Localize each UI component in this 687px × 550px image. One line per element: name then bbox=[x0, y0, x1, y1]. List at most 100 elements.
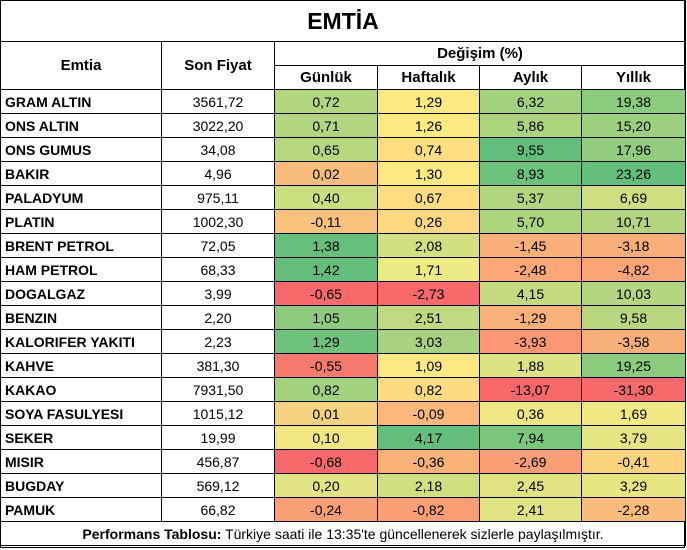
weekly-change-cell: 4,17 bbox=[377, 425, 480, 450]
commodity-name: HAM PETROL bbox=[0, 257, 162, 282]
monthly-change-cell: 8,93 bbox=[479, 161, 582, 186]
yearly-change-cell: -2,28 bbox=[581, 497, 686, 522]
daily-change-cell: -0,55 bbox=[274, 353, 378, 378]
daily-change-cell: 0,40 bbox=[274, 185, 378, 210]
commodity-name: KAKAO bbox=[0, 377, 162, 402]
monthly-change-cell: 4,15 bbox=[479, 281, 582, 306]
monthly-change-cell: 6,32 bbox=[479, 89, 582, 114]
table-row: PALADYUM 975,11 0,40 0,67 5,37 6,69 bbox=[0, 185, 686, 210]
daily-change-cell: 1,05 bbox=[274, 305, 378, 330]
commodity-name: PLATIN bbox=[0, 209, 162, 234]
last-price-cell: 381,30 bbox=[161, 353, 275, 378]
yearly-change-cell: 10,71 bbox=[581, 209, 686, 234]
table-row: KAKAO 7931,50 0,82 0,82 -13,07 -31,30 bbox=[0, 377, 686, 402]
yearly-change-cell: 3,79 bbox=[581, 425, 686, 450]
last-price-cell: 72,05 bbox=[161, 233, 275, 258]
yearly-change-cell: 6,69 bbox=[581, 185, 686, 210]
monthly-change-cell: 7,94 bbox=[479, 425, 582, 450]
weekly-change-cell: 0,74 bbox=[377, 137, 480, 162]
daily-change-cell: 0,01 bbox=[274, 401, 378, 426]
daily-change-cell: 1,42 bbox=[274, 257, 378, 282]
table-row: BENZIN 2,20 1,05 2,51 -1,29 9,58 bbox=[0, 305, 686, 330]
commodity-name: BENZIN bbox=[0, 305, 162, 330]
table-row: KAHVE 381,30 -0,55 1,09 1,88 19,25 bbox=[0, 353, 686, 378]
last-price-cell: 4,96 bbox=[161, 161, 275, 186]
daily-change-cell: 1,29 bbox=[274, 329, 378, 354]
daily-change-cell: 0,20 bbox=[274, 473, 378, 498]
weekly-change-cell: 3,03 bbox=[377, 329, 480, 354]
table-row: BAKIR 4,96 0,02 1,30 8,93 23,26 bbox=[0, 161, 686, 186]
last-price-cell: 1015,12 bbox=[161, 401, 275, 426]
monthly-change-cell: -3,93 bbox=[479, 329, 582, 354]
weekly-change-cell: 2,18 bbox=[377, 473, 480, 498]
daily-change-cell: 0,72 bbox=[274, 89, 378, 114]
weekly-change-cell: 1,29 bbox=[377, 89, 480, 114]
table-row: BRENT PETROL 72,05 1,38 2,08 -1,45 -3,18 bbox=[0, 233, 686, 258]
commodity-name: SOYA FASULYESI bbox=[0, 401, 162, 426]
table-row: HAM PETROL 68,33 1,42 1,71 -2,48 -4,82 bbox=[0, 257, 686, 282]
last-price-cell: 7931,50 bbox=[161, 377, 275, 402]
commodity-name: BRENT PETROL bbox=[0, 233, 162, 258]
table-row: DOGALGAZ 3,99 -0,65 -2,73 4,15 10,03 bbox=[0, 281, 686, 306]
weekly-change-cell: 0,82 bbox=[377, 377, 480, 402]
daily-change-cell: 0,65 bbox=[274, 137, 378, 162]
header-daily: Günlük bbox=[274, 65, 378, 90]
commodity-name: ONS ALTIN bbox=[0, 113, 162, 138]
commodity-name: KALORIFER YAKITI bbox=[0, 329, 162, 354]
table-row: SOYA FASULYESI 1015,12 0,01 -0,09 0,36 1,69 bbox=[0, 401, 686, 426]
weekly-change-cell: 2,08 bbox=[377, 233, 480, 258]
weekly-change-cell: 1,26 bbox=[377, 113, 480, 138]
table-row: BUGDAY 569,12 0,20 2,18 2,45 3,29 bbox=[0, 473, 686, 498]
footer-label: Performans Tablosu: bbox=[82, 525, 222, 542]
header-yearly: Yıllık bbox=[581, 65, 686, 90]
table-row: MISIR 456,87 -0,68 -0,36 -2,69 -0,41 bbox=[0, 449, 686, 474]
yearly-change-cell: 19,38 bbox=[581, 89, 686, 114]
weekly-change-cell: -0,82 bbox=[377, 497, 480, 522]
footer-note: Performans Tablosu: Türkiye saati ile 13… bbox=[0, 521, 686, 546]
commodity-name: GRAM ALTIN bbox=[0, 89, 162, 114]
monthly-change-cell: 5,37 bbox=[479, 185, 582, 210]
last-price-cell: 1002,30 bbox=[161, 209, 275, 234]
last-price-cell: 19,99 bbox=[161, 425, 275, 450]
last-price-cell: 66,82 bbox=[161, 497, 275, 522]
daily-change-cell: -0,68 bbox=[274, 449, 378, 474]
last-price-cell: 2,20 bbox=[161, 305, 275, 330]
header-change-group: Değişim (%) bbox=[274, 41, 686, 66]
weekly-change-cell: 1,71 bbox=[377, 257, 480, 282]
commodity-name: SEKER bbox=[0, 425, 162, 450]
monthly-change-cell: -2,48 bbox=[479, 257, 582, 282]
header-last-price: Son Fiyat bbox=[161, 41, 275, 90]
weekly-change-cell: -0,36 bbox=[377, 449, 480, 474]
yearly-change-cell: -4,82 bbox=[581, 257, 686, 282]
monthly-change-cell: 9,55 bbox=[479, 137, 582, 162]
weekly-change-cell: 1,09 bbox=[377, 353, 480, 378]
yearly-change-cell: 1,69 bbox=[581, 401, 686, 426]
monthly-change-cell: -1,29 bbox=[479, 305, 582, 330]
daily-change-cell: 1,38 bbox=[274, 233, 378, 258]
commodity-name: DOGALGAZ bbox=[0, 281, 162, 306]
last-price-cell: 3,99 bbox=[161, 281, 275, 306]
yearly-change-cell: 19,25 bbox=[581, 353, 686, 378]
monthly-change-cell: 5,70 bbox=[479, 209, 582, 234]
yearly-change-cell: -0,41 bbox=[581, 449, 686, 474]
table-row: ONS ALTIN 3022,20 0,71 1,26 5,86 15,20 bbox=[0, 113, 686, 138]
commodity-name: BAKIR bbox=[0, 161, 162, 186]
yearly-change-cell: -31,30 bbox=[581, 377, 686, 402]
daily-change-cell: -0,24 bbox=[274, 497, 378, 522]
last-price-cell: 2,23 bbox=[161, 329, 275, 354]
weekly-change-cell: 0,67 bbox=[377, 185, 480, 210]
yearly-change-cell: 10,03 bbox=[581, 281, 686, 306]
monthly-change-cell: 5,86 bbox=[479, 113, 582, 138]
table-row: KALORIFER YAKITI 2,23 1,29 3,03 -3,93 -3,58 bbox=[0, 329, 686, 354]
commodity-name: KAHVE bbox=[0, 353, 162, 378]
monthly-change-cell: 0,36 bbox=[479, 401, 582, 426]
table-row: PAMUK 66,82 -0,24 -0,82 2,41 -2,28 bbox=[0, 497, 686, 522]
weekly-change-cell: 1,30 bbox=[377, 161, 480, 186]
table-row: GRAM ALTIN 3561,72 0,72 1,29 6,32 19,38 bbox=[0, 89, 686, 114]
yearly-change-cell: 15,20 bbox=[581, 113, 686, 138]
daily-change-cell: 0,10 bbox=[274, 425, 378, 450]
daily-change-cell: 0,02 bbox=[274, 161, 378, 186]
daily-change-cell: 0,71 bbox=[274, 113, 378, 138]
last-price-cell: 34,08 bbox=[161, 137, 275, 162]
